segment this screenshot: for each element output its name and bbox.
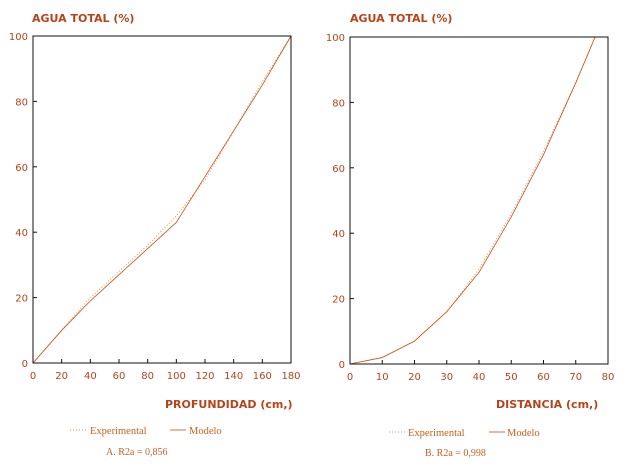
chart-a-y-tick-label: 40 — [15, 228, 28, 239]
chart-b-series — [349, 36, 596, 365]
chart-b-x-label: DISTANCIA (cm,) — [496, 398, 598, 411]
chart-a-x-tick-label: 100 — [167, 371, 186, 382]
chart-a-legend-experimental: Experimental — [90, 426, 147, 437]
chart-a-x-tick-label: 140 — [224, 371, 243, 382]
chart-b-y-tick-label: 20 — [332, 295, 345, 306]
chart-a-x-ticks: 0 20 40 60 80 100 120 140 160 180 — [30, 359, 301, 382]
chart-a-y-tick-label: 100 — [9, 32, 28, 43]
chart-a-x-tick-label: 40 — [84, 371, 97, 382]
chart-b-legend: Experimental Modelo — [389, 428, 540, 439]
chart-b-y-tick-label: 60 — [332, 164, 345, 175]
chart-a-x-tick-label: 160 — [253, 371, 272, 382]
chart-b-y-tick-label: 80 — [332, 98, 345, 109]
chart-b-legend-modelo: Modelo — [507, 428, 540, 439]
chart-b-x-tick-label: 50 — [505, 372, 518, 383]
chart-a-legend: Experimental Modelo — [70, 426, 222, 437]
chart-a-x-tick-label: 60 — [113, 371, 126, 382]
chart-a-plot-frame — [32, 35, 292, 364]
chart-a-y-tick-label: 60 — [15, 163, 28, 174]
chart-b-x-tick-label: 30 — [440, 372, 453, 383]
chart-b-x-tick-label: 20 — [408, 372, 421, 383]
chart-b-plot-frame — [349, 36, 609, 365]
chart-a-y-tick-label: 20 — [15, 294, 28, 305]
chart-b-y-tick-label: 0 — [339, 360, 345, 371]
chart-a-y-tick-label: 0 — [22, 359, 28, 370]
chart-b-x-tick-label: 10 — [376, 372, 389, 383]
chart-a-legend-modelo: Modelo — [189, 426, 222, 437]
chart-a-caption: A. R2a = 0,856 — [106, 447, 167, 458]
chart-b-x-tick-label: 80 — [602, 372, 615, 383]
chart-a-y-ticks: 0 20 40 60 80 100 — [9, 32, 37, 370]
chart-b-x-tick-label: 0 — [347, 372, 353, 383]
chart-a-series-experimental-line — [32, 35, 292, 364]
chart-b: AGUA TOTAL (%) 0 20 40 60 80 100 0 10 20 30 40 50 6… — [326, 12, 614, 459]
chart-b-x-tick-label: 40 — [473, 372, 486, 383]
chart-a-x-label: PROFUNDIDAD (cm,) — [165, 398, 293, 411]
chart-a: AGUA TOTAL (%) 0 20 40 60 80 100 0 20 40 60 80 100… — [9, 12, 301, 458]
chart-b-legend-experimental: Experimental — [408, 428, 465, 439]
chart-a-series-modelo-line — [32, 35, 292, 364]
chart-a-series — [32, 35, 292, 364]
chart-b-series-experimental-line — [349, 36, 596, 365]
chart-b-x-tick-label: 70 — [569, 372, 582, 383]
chart-a-x-tick-label: 180 — [281, 371, 300, 382]
chart-b-title: AGUA TOTAL (%) — [350, 12, 452, 25]
chart-a-y-tick-label: 80 — [15, 97, 28, 108]
chart-a-title: AGUA TOTAL (%) — [32, 12, 134, 25]
chart-a-x-tick-label: 0 — [30, 371, 36, 382]
chart-a-x-tick-label: 80 — [141, 371, 154, 382]
chart-b-x-ticks: 0 10 20 30 40 50 60 70 80 — [347, 360, 615, 383]
chart-b-caption: B. R2a = 0,998 — [425, 448, 486, 459]
chart-b-series-modelo-line — [349, 36, 596, 365]
chart-b-y-tick-label: 40 — [332, 229, 345, 240]
chart-b-x-tick-label: 60 — [537, 372, 550, 383]
chart-b-y-ticks: 0 20 40 60 80 100 — [326, 33, 354, 371]
chart-b-y-tick-label: 100 — [326, 33, 345, 44]
chart-a-x-tick-label: 20 — [55, 371, 68, 382]
chart-a-x-tick-label: 120 — [195, 371, 214, 382]
